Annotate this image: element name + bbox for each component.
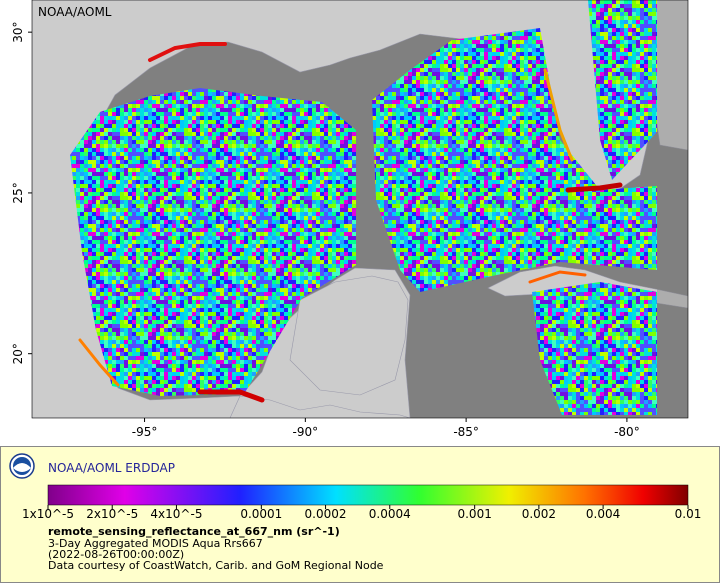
x-tick-label: -85° <box>453 425 479 439</box>
coastal-highlight <box>543 68 574 162</box>
logo-bird <box>13 463 31 472</box>
noaa-logo <box>9 453 35 479</box>
y-tick-label: 25° <box>11 182 25 203</box>
colorbar-tick-label: 0.0004 <box>369 507 411 521</box>
plot-frame <box>31 0 689 419</box>
data-atlantic <box>588 0 657 180</box>
coastal-highlight <box>197 389 265 403</box>
info-line: 3-Day Aggregated MODIS Aqua Rrs667 <box>48 537 263 550</box>
land-yucatan <box>289 275 409 396</box>
data-swaths <box>70 0 657 415</box>
colorbar-tick-label: 0.002 <box>522 507 556 521</box>
x-tick-label: -90° <box>293 425 319 439</box>
y-tick-label: 30° <box>11 22 25 43</box>
x-tick-label: -80° <box>614 425 640 439</box>
colorbar-tick-label: 0.0002 <box>305 507 347 521</box>
coastal-highlight <box>565 182 623 193</box>
coastal-highlight <box>148 42 227 62</box>
colorbar-tick-label: 1x10^-5 <box>22 507 74 521</box>
land-central-america <box>229 395 411 418</box>
variable-name: remote_sensing_reflectance_at_667_nm (sr… <box>48 525 340 538</box>
info-line: (2022-08-26T00:00:00Z) <box>48 548 184 561</box>
map-label: NOAA/AOML <box>38 5 112 19</box>
coastal-highlight <box>78 338 120 387</box>
info-line: Data courtesy of CoastWatch, Carib. and … <box>48 559 384 572</box>
coastal-highlight <box>528 270 587 284</box>
y-tick-label: 20° <box>11 343 25 364</box>
colorbar-tick-label: 0.001 <box>457 507 491 521</box>
colorbar-tick-label: 2x10^-5 <box>86 507 138 521</box>
colorbar-tick-label: 0.01 <box>675 507 702 521</box>
map <box>32 0 688 418</box>
data-western-gulf <box>70 88 356 396</box>
colorbar-ticks: 1x10^-5 2x10^-5 4x10^-5 0.0001 0.0002 0.0004 0… <box>22 505 701 521</box>
axes: -95° -90° -85° -80° 20° 25° 30° <box>11 0 689 439</box>
data-caribbean <box>532 282 657 415</box>
coastal-highlights <box>78 42 623 403</box>
colorbar <box>47 484 689 506</box>
legend-title: NOAA/AOML ERDDAP <box>48 461 175 475</box>
x-tick-label: -95° <box>132 425 158 439</box>
data-eastern-gulf <box>372 28 657 292</box>
colorbar-tick-label: 0.0001 <box>240 507 282 521</box>
colorbar-tick-label: 0.004 <box>586 507 620 521</box>
colorbar-tick-label: 4x10^-5 <box>150 507 202 521</box>
swath-edge <box>657 0 688 418</box>
